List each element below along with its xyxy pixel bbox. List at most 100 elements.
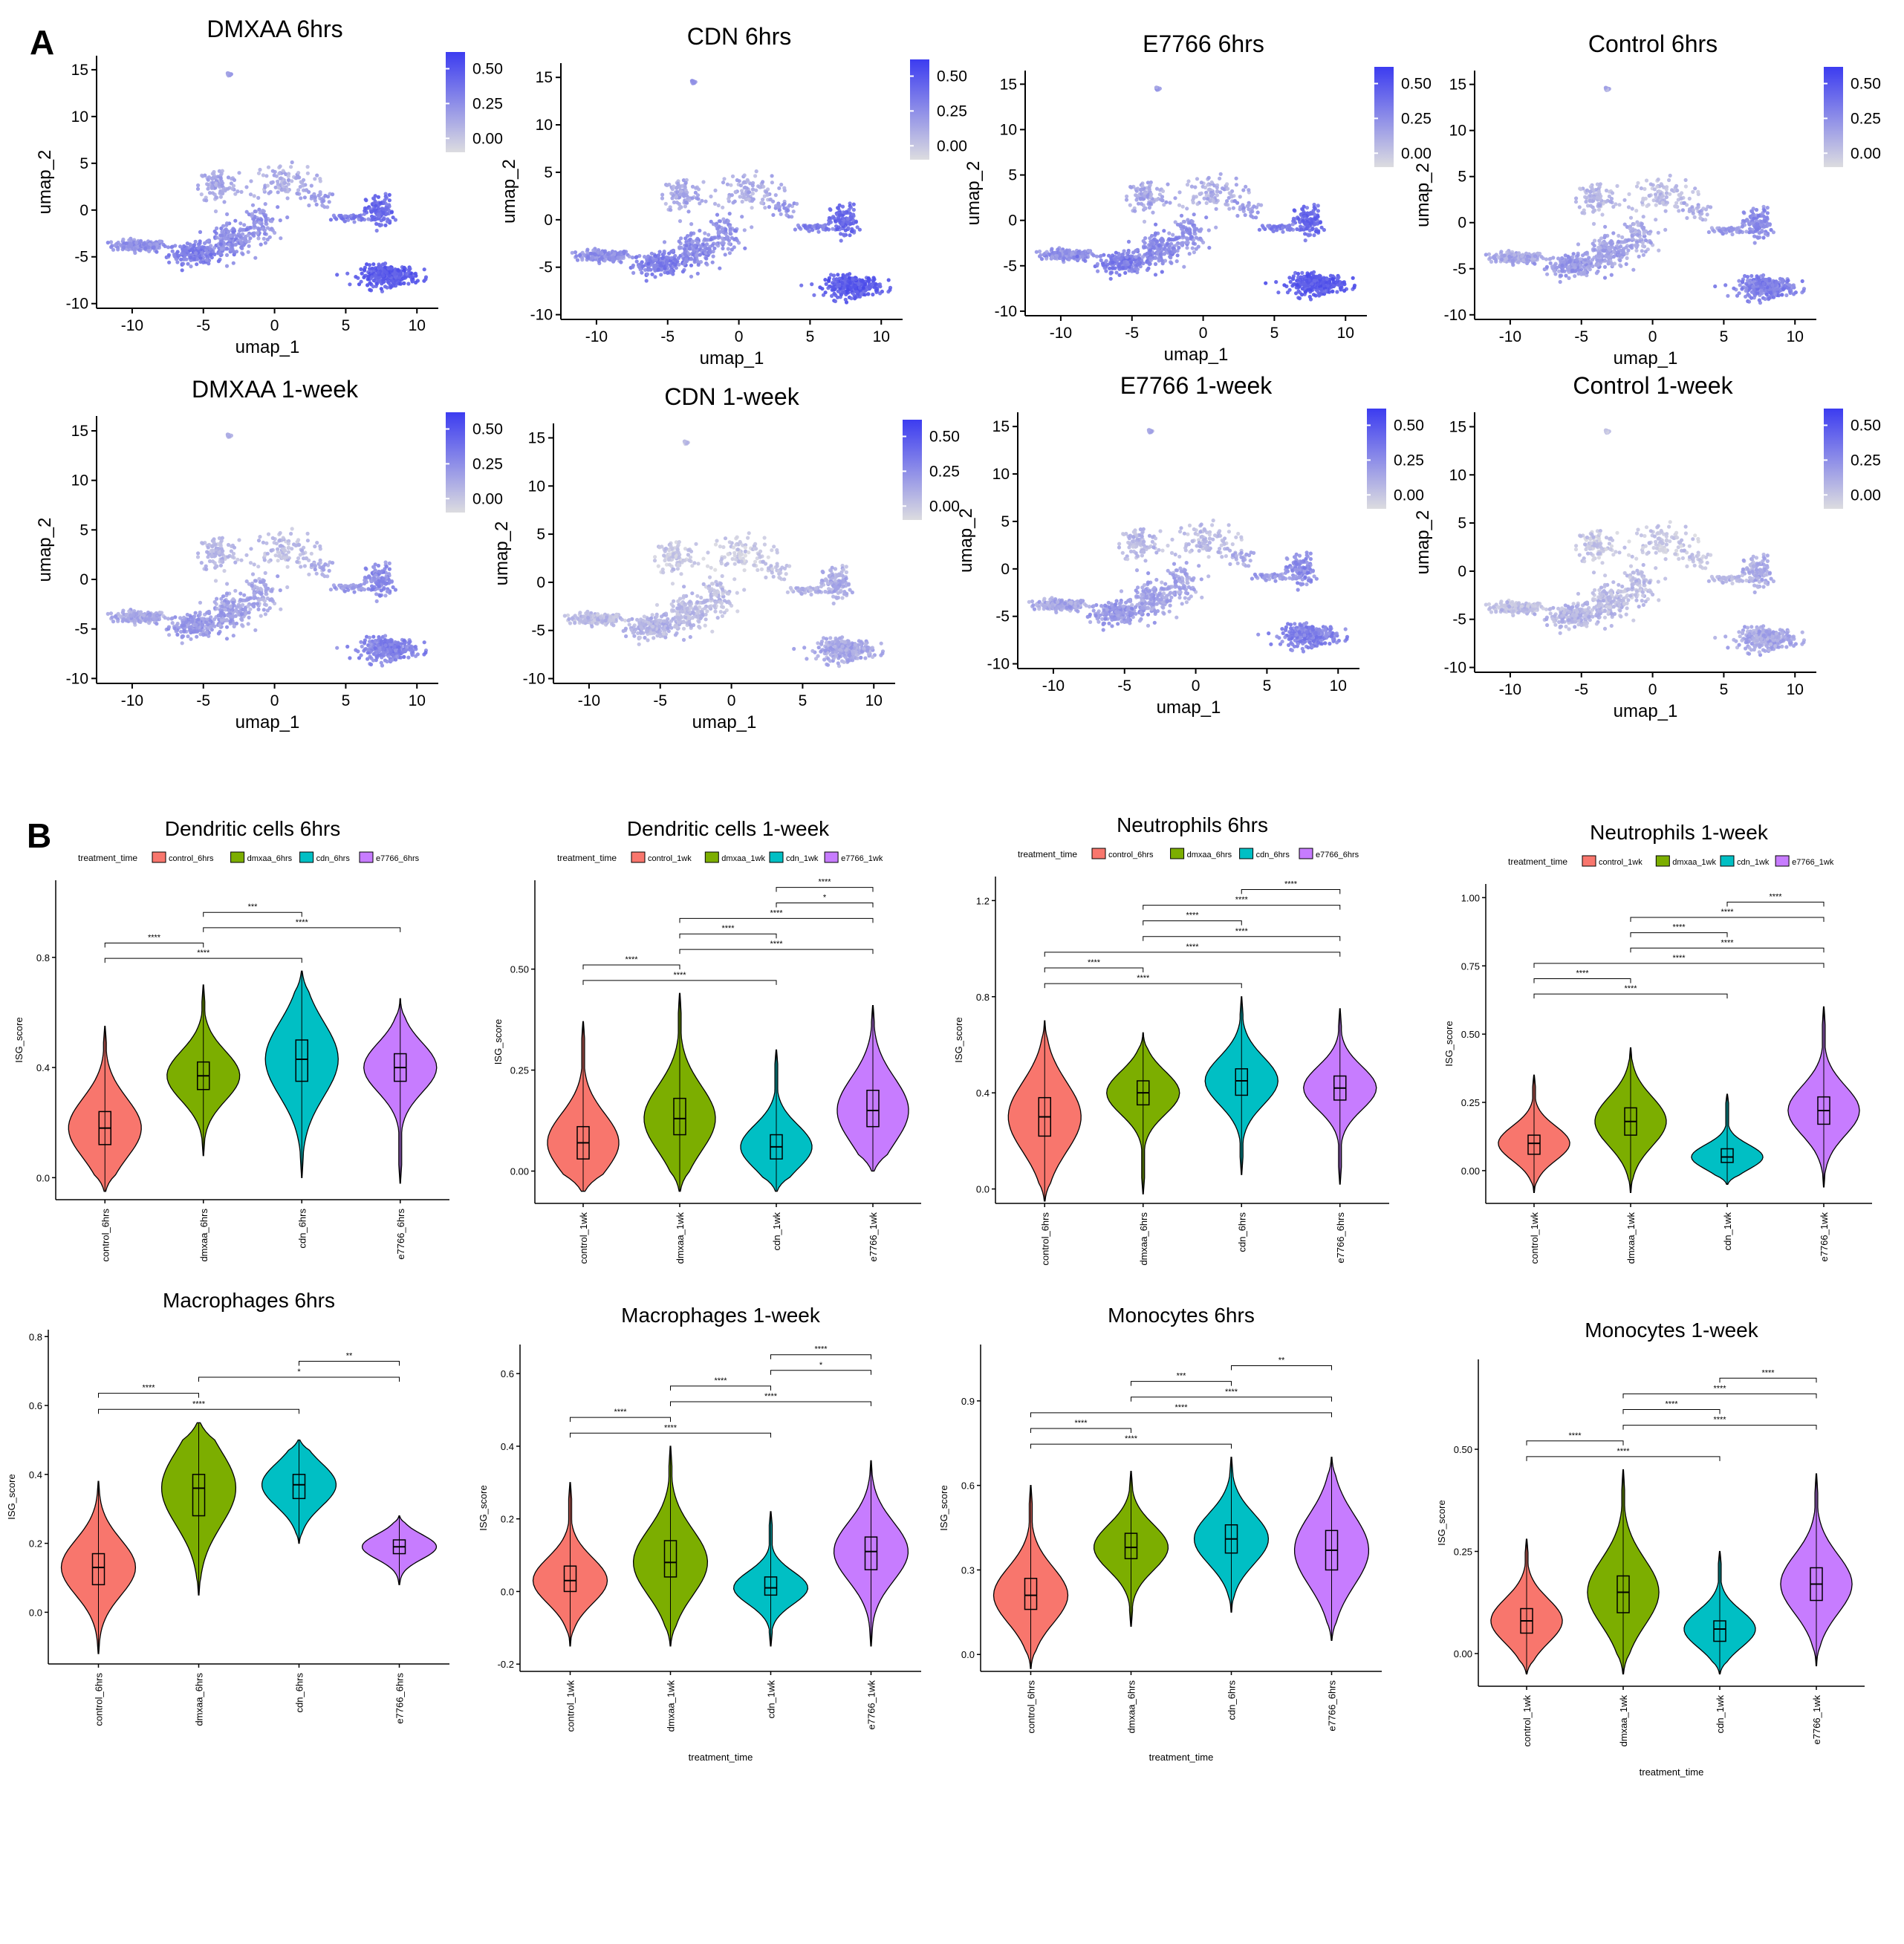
cell-point	[712, 201, 718, 206]
cell-point	[113, 243, 118, 247]
x-tick-label: -5	[196, 317, 210, 334]
cell-point	[394, 275, 398, 279]
cell-point	[1235, 213, 1240, 218]
cell-point	[134, 241, 139, 245]
cell-point	[1634, 209, 1639, 213]
cell-point	[1122, 260, 1127, 264]
cell-point	[1642, 231, 1646, 236]
cell-point	[328, 218, 333, 222]
cell-point	[233, 218, 238, 223]
cell-point	[379, 287, 383, 291]
cell-point	[715, 242, 719, 247]
cell-point	[812, 293, 816, 297]
cell-point	[1663, 227, 1668, 232]
cell-point	[848, 233, 852, 238]
cell-point	[1550, 266, 1555, 270]
cell-point	[1290, 222, 1295, 227]
cell-point	[1303, 232, 1307, 236]
cell-point	[779, 182, 784, 187]
cell-point	[1126, 239, 1131, 244]
cell-point	[218, 195, 223, 199]
cell-point	[1154, 222, 1158, 227]
cell-point	[1124, 198, 1129, 202]
cell-point	[195, 257, 200, 261]
cell-point	[215, 235, 219, 240]
cell-point	[842, 290, 846, 295]
cell-point	[1567, 276, 1571, 280]
cell-point	[346, 218, 351, 222]
cell-point	[220, 183, 224, 188]
cell-point	[1656, 230, 1660, 235]
cell-point	[818, 285, 822, 290]
cell-point	[310, 194, 314, 198]
cell-point	[266, 165, 271, 169]
cell-point	[1307, 211, 1311, 216]
cell-point	[1153, 231, 1158, 235]
cell-point	[1620, 235, 1625, 239]
cell-point	[385, 219, 390, 224]
cell-point	[786, 208, 790, 212]
cell-point	[347, 215, 351, 219]
cell-point	[727, 251, 732, 256]
cell-point	[695, 271, 700, 276]
cell-point	[1780, 280, 1784, 285]
cell-point	[849, 229, 854, 233]
cell-point	[750, 183, 755, 188]
cell-point	[1243, 212, 1247, 218]
cell-point	[396, 268, 400, 273]
cell-point	[383, 223, 388, 227]
cell-point	[684, 244, 689, 248]
cell-point	[224, 264, 230, 268]
cell-point	[646, 261, 651, 266]
cell-point	[371, 285, 376, 289]
panel-letter-b: B	[27, 816, 52, 855]
cell-point	[182, 244, 186, 248]
cell-point	[279, 236, 283, 241]
cell-point	[1182, 219, 1186, 224]
cell-point	[406, 282, 411, 286]
x-tick-label: 5	[806, 328, 815, 345]
cell-point	[282, 187, 287, 192]
cell-point	[1622, 198, 1627, 202]
cell-point	[1750, 209, 1755, 214]
cell-point	[1560, 263, 1565, 267]
cell-point	[709, 237, 713, 242]
cell-point	[1608, 199, 1613, 204]
cell-point	[1757, 298, 1761, 302]
cell-point	[591, 248, 596, 253]
cell-point	[1641, 253, 1645, 257]
cell-point	[220, 247, 224, 251]
cell-point	[250, 203, 256, 207]
cell-point	[1567, 259, 1572, 264]
cell-point	[1342, 288, 1347, 293]
cell-point	[709, 219, 713, 224]
cell-point	[402, 281, 406, 285]
cell-point	[1615, 183, 1619, 188]
cell-point	[1167, 237, 1172, 241]
cell-point	[286, 182, 290, 186]
cell-point	[1067, 257, 1071, 261]
cell-point	[689, 263, 694, 267]
cell-point	[660, 192, 665, 197]
cell-point	[1148, 256, 1153, 261]
cell-point	[1664, 195, 1669, 199]
cell-point	[1688, 207, 1692, 212]
cell-point	[270, 169, 275, 173]
cell-point	[405, 272, 409, 276]
cell-point	[1095, 261, 1099, 266]
cell-point	[1313, 221, 1318, 227]
cell-point	[582, 253, 587, 257]
cell-point	[706, 233, 711, 237]
cell-point	[182, 251, 186, 256]
cell-point	[1544, 264, 1549, 269]
cell-point	[1570, 268, 1574, 273]
cell-point	[888, 287, 892, 292]
cell-point	[836, 273, 840, 277]
cell-point	[696, 187, 701, 192]
cell-point	[241, 252, 245, 256]
cell-point	[224, 247, 230, 251]
cell-point	[231, 183, 236, 188]
cell-point	[1307, 228, 1312, 233]
cell-point	[1034, 250, 1039, 254]
cell-point	[1614, 202, 1618, 207]
